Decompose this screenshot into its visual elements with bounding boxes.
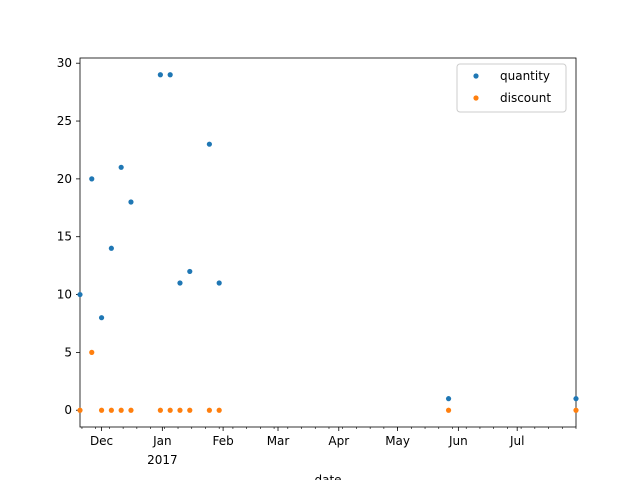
data-point-discount [206,407,212,413]
axes-frame [79,57,577,428]
data-point-quantity [206,141,212,147]
legend: quantity discount [456,63,567,113]
data-point-discount [118,407,124,413]
x-tick-label: Dec [90,434,113,448]
data-point-quantity [98,315,105,321]
data-point-discount [128,407,134,413]
series-quantity [77,72,579,402]
data-point-discount [89,349,95,355]
x-tick-label: Apr [328,434,349,448]
x-tick-label: Jun [448,434,468,448]
data-point-quantity [118,164,124,170]
y-tick-label: 30 [57,56,72,70]
data-point-quantity [167,72,173,78]
legend-label-quantity: quantity [500,69,550,83]
data-point-discount [167,407,173,413]
x-tick-label: May [385,434,410,448]
x-axis-label: date [314,473,341,480]
series-discount [77,349,579,413]
y-tick-label: 5 [64,345,72,359]
y-tick-label: 10 [57,288,72,302]
x-tick-year-label: 2017 [147,453,178,467]
data-point-quantity [445,396,452,402]
data-point-discount [216,407,222,413]
data-point-quantity [77,291,83,298]
data-point-discount [187,407,193,413]
data-point-discount [157,407,163,413]
data-point-quantity [177,280,183,286]
y-tick-label: 0 [64,403,72,417]
data-point-quantity [108,245,114,251]
data-point-quantity [157,72,163,78]
x-tick-label: Mar [267,434,290,448]
plot-area: 0 5 10 15 20 25 30 Dec Jan 2017 Feb Mar Apr May Jun Jul… [57,56,579,467]
data-point-quantity [216,280,222,286]
data-point-discount [445,407,452,413]
data-point-quantity [128,199,134,205]
x-tick-label: Jul [509,434,524,448]
legend-label-discount: discount [500,91,551,105]
y-tick-label: 15 [57,230,72,244]
legend-box [456,63,567,113]
x-tick-label: Jan [152,434,172,448]
data-point-quantity [573,396,579,402]
data-point-quantity [89,176,95,182]
data-point-discount [573,407,579,413]
legend-marker-quantity [473,73,479,79]
y-tick-label: 25 [57,114,72,128]
data-point-quantity [187,268,193,275]
data-point-discount [98,407,105,413]
data-point-discount [77,407,83,413]
x-tick-label: Feb [212,434,233,448]
y-tick-label: 20 [57,172,72,186]
data-point-discount [177,407,183,413]
data-point-discount [108,407,114,413]
legend-marker-discount [473,95,479,101]
